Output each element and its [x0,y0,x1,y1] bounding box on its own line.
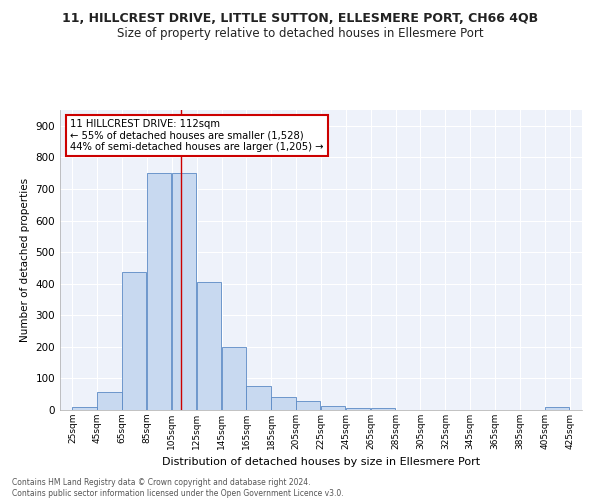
Text: Size of property relative to detached houses in Ellesmere Port: Size of property relative to detached ho… [116,28,484,40]
Bar [247,386,271,410]
Bar [271,396,296,410]
Bar [545,408,569,410]
Text: 11, HILLCREST DRIVE, LITTLE SUTTON, ELLESMERE PORT, CH66 4QB: 11, HILLCREST DRIVE, LITTLE SUTTON, ELLE… [62,12,538,26]
Bar [73,407,97,410]
Bar [371,408,395,410]
Bar [172,173,196,410]
Bar [296,402,320,410]
Bar [321,406,345,410]
Bar [97,392,122,410]
Y-axis label: Number of detached properties: Number of detached properties [20,178,30,342]
Text: 11 HILLCREST DRIVE: 112sqm
← 55% of detached houses are smaller (1,528)
44% of s: 11 HILLCREST DRIVE: 112sqm ← 55% of deta… [70,119,324,152]
X-axis label: Distribution of detached houses by size in Ellesmere Port: Distribution of detached houses by size … [162,458,480,468]
Bar [147,173,171,410]
Bar [122,272,146,410]
Bar [221,347,246,410]
Bar [197,282,221,410]
Bar [346,408,370,410]
Text: Contains HM Land Registry data © Crown copyright and database right 2024.
Contai: Contains HM Land Registry data © Crown c… [12,478,344,498]
